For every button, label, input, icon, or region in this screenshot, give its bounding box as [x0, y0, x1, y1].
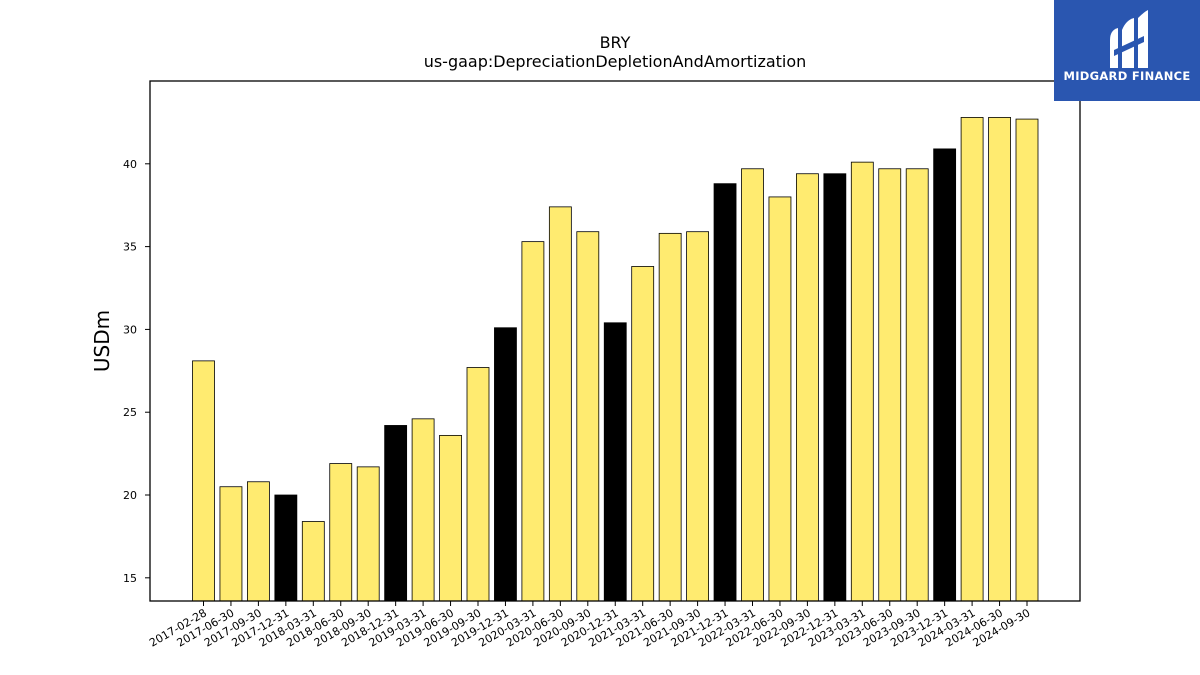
- midgard-logo-icon: [1110, 10, 1148, 68]
- chart-subtitle: us-gaap:DepreciationDepletionAndAmortiza…: [423, 52, 807, 71]
- bar-2022-12-31: [823, 173, 847, 602]
- x-axis: 2017-02-282017-06-302017-09-302017-12-31…: [147, 601, 1033, 650]
- bar-2020-06-30: [548, 206, 572, 602]
- bar-2022-06-30: [768, 196, 792, 602]
- bar-2023-12-31: [933, 148, 957, 602]
- bar-2017-09-30: [246, 481, 270, 602]
- bar-2018-12-31: [384, 425, 408, 602]
- y-tick-label: 20: [123, 489, 137, 502]
- bar-2021-06-30: [658, 232, 682, 602]
- y-axis-label: USDm: [90, 310, 114, 372]
- y-axis: 15 20 25 30 35 40: [123, 158, 150, 585]
- y-tick-label: 15: [123, 572, 137, 585]
- y-tick-label: 40: [123, 158, 137, 171]
- bar-2020-03-31: [521, 241, 545, 602]
- chart-title: BRY: [599, 33, 631, 52]
- bars-group: [192, 117, 1039, 602]
- y-tick-label: 35: [123, 241, 137, 254]
- bar-2019-09-30: [466, 367, 490, 602]
- midgard-finance-logo: MIDGARD FINANCE: [1054, 0, 1200, 101]
- bar-2024-06-30: [988, 117, 1011, 602]
- bar-2018-03-31: [301, 521, 325, 602]
- bar-2022-03-31: [741, 168, 764, 602]
- bar-2019-12-31: [494, 327, 517, 602]
- logo-text: MIDGARD FINANCE: [1063, 69, 1191, 83]
- bar-2023-03-31: [850, 161, 874, 602]
- plot-frame: [149, 80, 1081, 602]
- bar-2020-09-30: [576, 231, 600, 602]
- y-tick-label: 25: [123, 406, 137, 419]
- bar-2024-09-30: [1015, 118, 1039, 602]
- bar-2017-06-30: [219, 486, 243, 602]
- bar-2021-03-31: [631, 266, 655, 602]
- bar-2018-09-30: [356, 466, 380, 602]
- bar-2019-06-30: [439, 434, 462, 602]
- bar-2021-12-31: [713, 183, 737, 602]
- bar-2017-12-31: [274, 494, 298, 602]
- bar-2023-09-30: [905, 168, 929, 602]
- bar-2022-09-30: [796, 173, 819, 602]
- bar-2020-12-31: [603, 322, 627, 602]
- bar-2017-02-28: [192, 360, 215, 602]
- bar-2021-09-30: [686, 231, 709, 602]
- bar-2019-03-31: [411, 418, 435, 602]
- y-tick-label: 30: [123, 323, 137, 336]
- bar-2023-06-30: [878, 168, 902, 602]
- bar-2018-06-30: [329, 463, 353, 602]
- bar-2024-03-31: [960, 117, 984, 602]
